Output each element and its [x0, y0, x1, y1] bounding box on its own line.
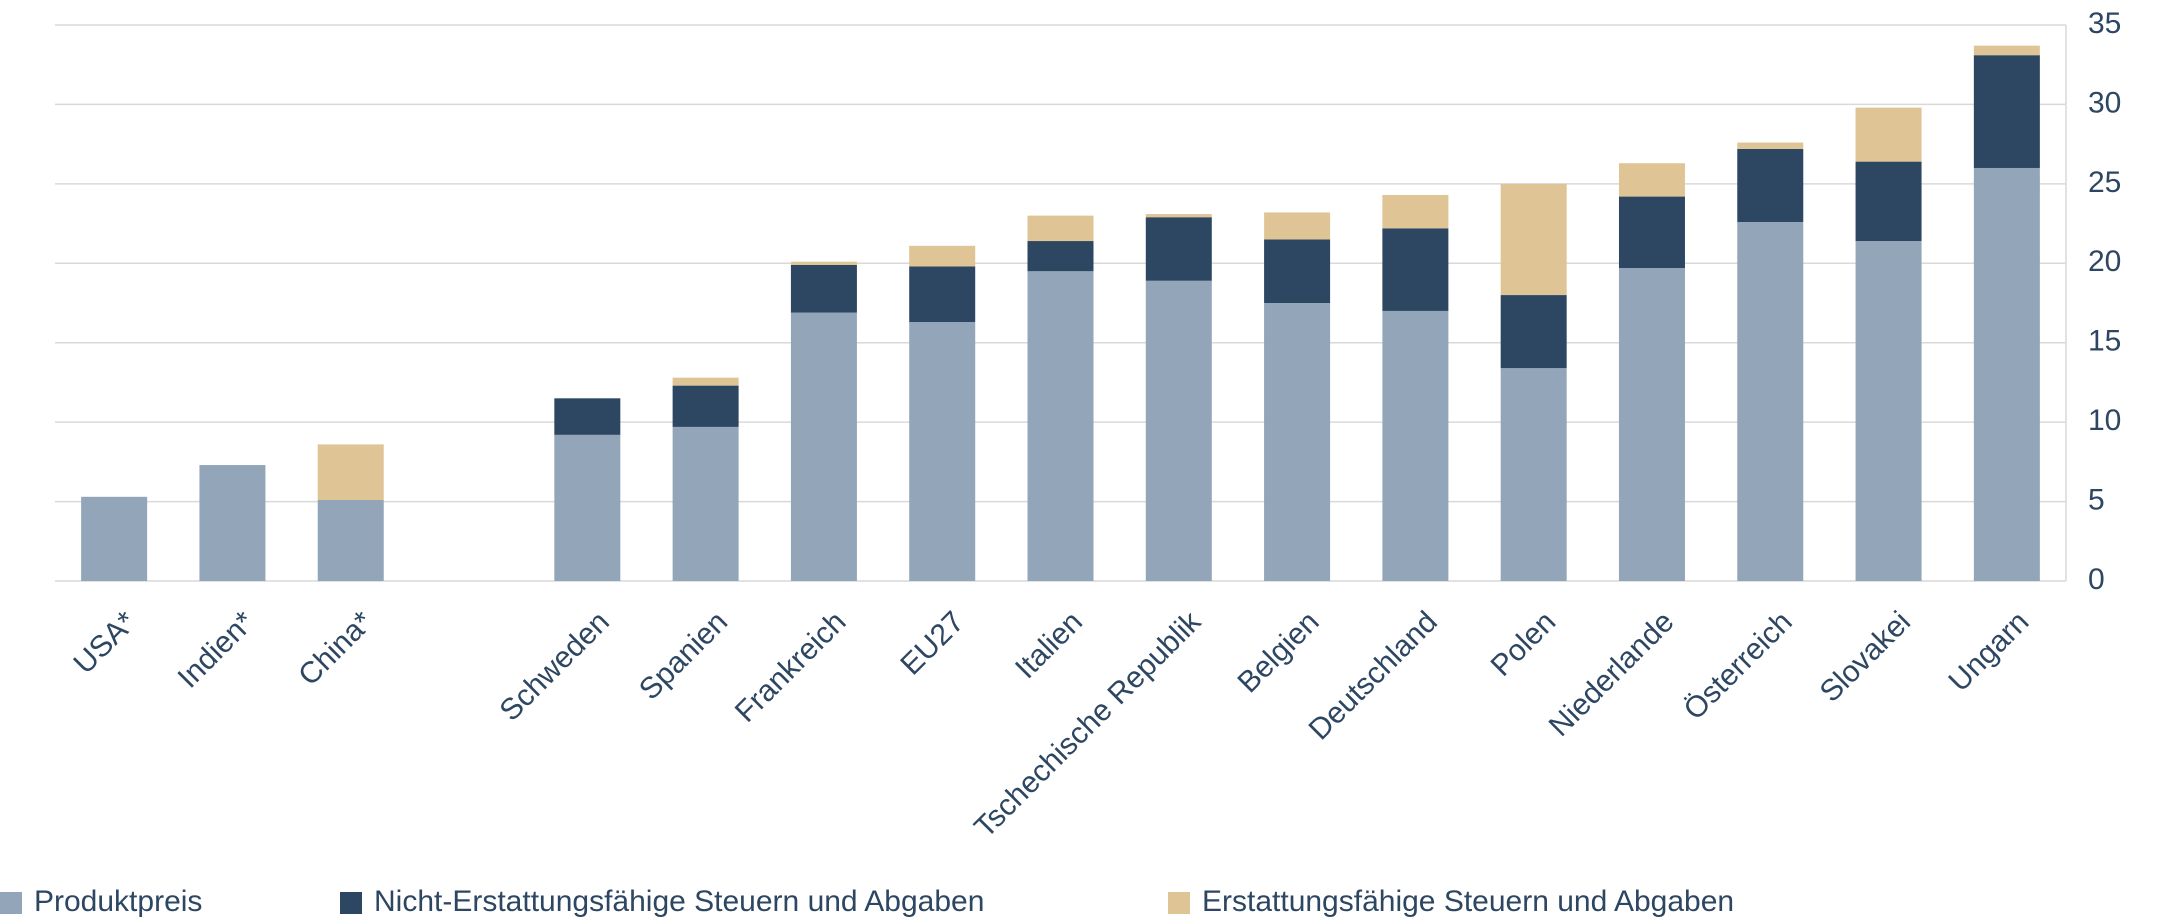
bar-segment	[1382, 194, 1449, 229]
bar-segment	[672, 426, 739, 581]
bar-segment	[1382, 310, 1449, 581]
x-tick-label: Tschechische Republik	[968, 605, 1208, 845]
bar-segment	[909, 322, 976, 581]
bar-segment	[1145, 217, 1212, 281]
bar-segment	[317, 444, 384, 500]
bar-segment	[1737, 142, 1804, 149]
bar-segment	[1264, 303, 1331, 581]
bar-segment	[1500, 295, 1567, 369]
bar-segment	[1500, 368, 1567, 581]
x-tick-label: Polen	[1485, 605, 1563, 683]
bar-segment	[1027, 241, 1094, 272]
y-tick-label: 5	[2088, 483, 2105, 516]
bar-segment	[199, 465, 266, 581]
bar-segment	[1027, 215, 1094, 242]
bar-segment	[790, 264, 857, 313]
legend-label: Erstattungsfähige Steuern und Abgaben	[1202, 885, 1734, 918]
x-tick-label: USA*	[67, 605, 142, 680]
bar-segment	[909, 266, 976, 323]
bar-segment	[790, 261, 857, 265]
bar-segment	[81, 496, 148, 581]
bar-segment	[1500, 183, 1567, 296]
x-tick-label: Italien	[1009, 605, 1089, 685]
bar-segment	[909, 245, 976, 267]
y-tick-label: 0	[2088, 563, 2105, 596]
y-tick-label: 10	[2088, 404, 2121, 437]
y-tick-label: 30	[2088, 86, 2121, 119]
x-tick-label: China*	[292, 605, 379, 692]
bar-segment	[790, 312, 857, 581]
bar-segment	[1382, 228, 1449, 311]
bar-segment	[1737, 148, 1804, 222]
bar-segment	[1855, 107, 1922, 162]
bar-segment	[1264, 239, 1331, 303]
bar-segment	[554, 434, 621, 581]
x-tick-label: Ungarn	[1942, 605, 2035, 698]
x-tick-label: Indien*	[172, 605, 262, 695]
bar-segment	[554, 398, 621, 435]
x-tick-label: Deutschland	[1303, 605, 1444, 746]
bar-segment	[317, 499, 384, 581]
bar-segment	[1855, 161, 1922, 242]
legend-swatch	[340, 892, 362, 914]
y-tick-label: 25	[2088, 166, 2121, 199]
x-tick-label: Niederlande	[1543, 605, 1681, 743]
bar-segment	[672, 377, 739, 386]
x-tick-label: Belgien	[1232, 605, 1326, 699]
x-tick-label: Schweden	[493, 605, 615, 727]
y-tick-label: 20	[2088, 245, 2121, 278]
bar-segment	[1973, 167, 2040, 581]
bar-segment	[1618, 196, 1685, 269]
legend-swatch	[1168, 892, 1190, 914]
x-tick-label: EU27	[894, 605, 970, 681]
bar-segment	[1618, 268, 1685, 581]
bar-segment	[1855, 241, 1922, 581]
bar-segment	[1027, 271, 1094, 581]
bar-segment	[672, 385, 739, 427]
bar-segment	[1264, 212, 1331, 240]
bar-segment	[1737, 221, 1804, 582]
x-tick-label: Slovakei	[1814, 605, 1918, 709]
legend-label: Produktpreis	[34, 885, 202, 918]
x-tick-label: Österreich	[1678, 605, 1799, 726]
y-tick-label: 15	[2088, 325, 2121, 358]
bar-segment	[1145, 280, 1212, 581]
x-tick-label: Spanien	[633, 605, 734, 706]
legend-label: Nicht-Erstattungsfähige Steuern und Abga…	[374, 885, 984, 918]
bar-segment	[1973, 45, 2040, 56]
bar-segment	[1973, 55, 2040, 168]
bar-segment	[1145, 214, 1212, 218]
legend-swatch	[0, 892, 22, 914]
x-tick-label: Frankreich	[729, 605, 853, 729]
y-tick-label: 35	[2088, 7, 2121, 40]
bar-segment	[1618, 163, 1685, 197]
